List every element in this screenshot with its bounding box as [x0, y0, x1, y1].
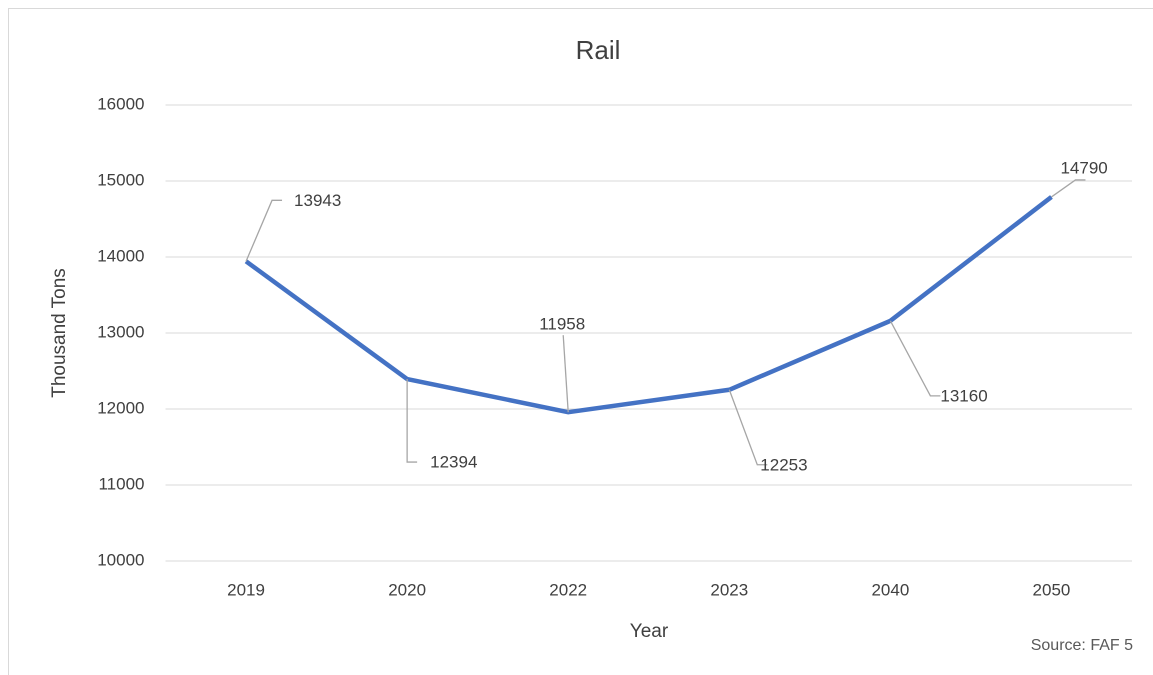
y-tick-label: 10000: [97, 550, 144, 569]
data-label: 13943: [294, 191, 341, 210]
x-axis-label: Year: [630, 621, 669, 642]
y-tick-label: 11000: [98, 474, 144, 493]
y-tick-label: 15000: [97, 170, 144, 189]
x-tick-label: 2019: [227, 580, 265, 599]
x-tick-label: 2022: [549, 580, 587, 599]
leader-line: [889, 320, 941, 397]
y-tick-label: 13000: [97, 322, 144, 341]
x-tick-label: 2050: [1033, 580, 1071, 599]
chart-border: [8, 8, 1153, 675]
source-note: Source: FAF 5: [1031, 637, 1133, 654]
data-label: 13160: [940, 386, 987, 405]
data-label: 14790: [1060, 158, 1107, 177]
leader-line: [562, 335, 569, 413]
data-label: 11958: [539, 315, 585, 334]
y-tick-label: 16000: [97, 94, 144, 113]
x-tick-label: 2040: [871, 580, 909, 599]
leader-line: [1051, 179, 1086, 198]
line-series: [244, 195, 1053, 415]
leader-line: [728, 389, 768, 466]
y-tick-label: 12000: [97, 398, 144, 417]
leader-line: [245, 199, 283, 262]
data-label: 12253: [760, 455, 807, 474]
leader-line: [406, 379, 418, 463]
x-tick-label: 2020: [388, 580, 426, 599]
x-tick-label: 2023: [710, 580, 748, 599]
chart-title: Rail: [576, 35, 621, 65]
y-axis-label: Thousand Tons: [49, 268, 70, 398]
data-label: 12394: [430, 453, 477, 472]
y-tick-label: 14000: [97, 246, 144, 265]
